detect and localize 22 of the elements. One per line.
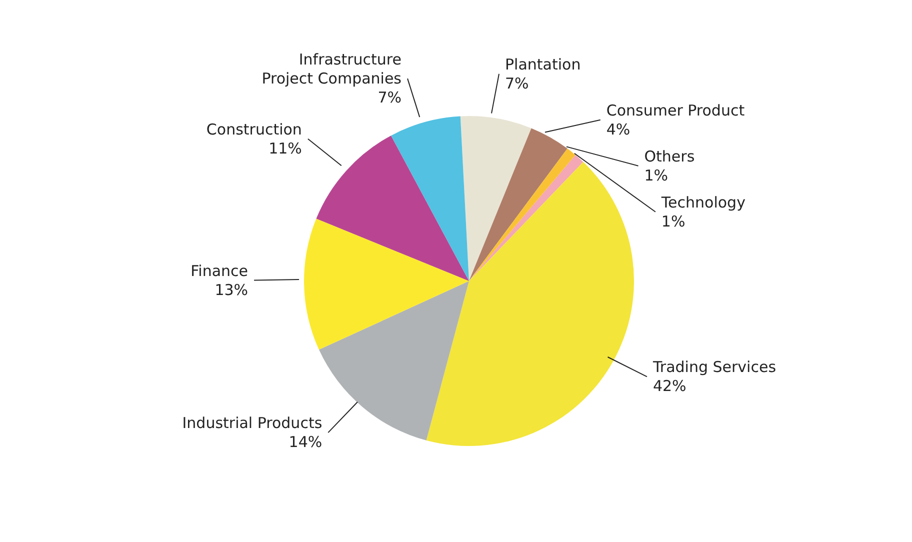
data-label: 7% bbox=[505, 74, 529, 92]
data-label: 1% bbox=[644, 166, 668, 184]
data-label: 1% bbox=[661, 212, 686, 230]
data-label: 13% bbox=[214, 280, 248, 299]
pie-slice bbox=[391, 116, 469, 281]
pie-slice bbox=[469, 128, 568, 281]
slice-label: Industrial Products bbox=[182, 414, 322, 432]
data-label: 14% bbox=[288, 433, 322, 452]
slice-label: Finance bbox=[190, 262, 248, 280]
slice-label: Construction bbox=[206, 120, 302, 138]
data-label: 7% bbox=[378, 88, 402, 107]
data-label: 4% bbox=[606, 120, 630, 138]
slice-label: Technology bbox=[660, 193, 746, 212]
data-label: 11% bbox=[268, 139, 302, 158]
slice-label: Others bbox=[644, 147, 695, 166]
pie-slice bbox=[460, 116, 532, 281]
data-label: 42% bbox=[652, 377, 686, 396]
slice-label: Trading Services bbox=[652, 358, 776, 376]
pie-slice bbox=[316, 136, 469, 281]
slice-label: Plantation bbox=[505, 55, 581, 74]
slice-label: Infrastructure Project Companies bbox=[262, 50, 402, 88]
slice-label: Consumer Product bbox=[606, 101, 745, 120]
